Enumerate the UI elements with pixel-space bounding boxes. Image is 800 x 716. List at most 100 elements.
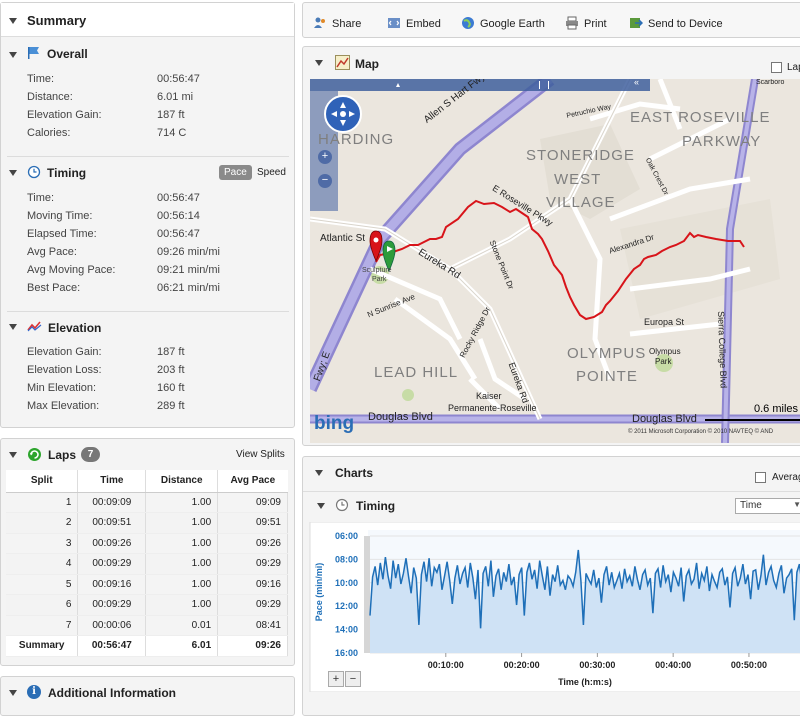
send-to-device-button[interactable]: Send to Device — [629, 15, 723, 33]
col-avg-pace[interactable]: Avg Pace — [217, 470, 288, 493]
map-collapse-icon[interactable] — [315, 60, 323, 66]
elevation-collapse-icon[interactable] — [9, 324, 17, 330]
avg-pace-cell: 09:09 — [217, 492, 288, 513]
map-top-bar — [310, 79, 650, 91]
y-tick-label: 16:00 — [335, 648, 358, 658]
map-road-label: Permanente-Roseville — [448, 403, 537, 413]
speed-toggle[interactable]: Speed — [257, 167, 286, 178]
map-zoom-out-icon[interactable]: − — [318, 174, 332, 188]
lead-hill-park-area — [402, 389, 414, 401]
laps-collapse-icon[interactable] — [9, 452, 17, 458]
map-label: LEAD HILL — [374, 364, 459, 381]
y-axis-label: Pace (min/mi) — [314, 563, 324, 622]
chart-zoom-in-button[interactable]: + — [328, 671, 344, 687]
google-earth-button[interactable]: Google Earth — [461, 15, 545, 33]
x-axis-label: Time (h:m:s) — [558, 677, 612, 687]
embed-button[interactable]: Embed — [387, 15, 441, 33]
map-collapse-nav-icon[interactable]: « — [634, 79, 640, 87]
additional-collapse-icon[interactable] — [9, 690, 17, 696]
laps-row[interactable]: 7 00:00:06 0.01 08:41 — [6, 615, 288, 636]
laps-row[interactable]: 3 00:09:26 1.00 09:26 — [6, 533, 288, 554]
map-road-label: Park — [372, 276, 387, 283]
elevation-row-gain: Elevation Gain: 187 ft — [27, 346, 185, 358]
start-pin-icon[interactable] — [369, 230, 383, 263]
laps-row[interactable]: 4 00:09:29 1.00 09:29 — [6, 553, 288, 575]
additional-info-panel[interactable]: i Additional Information — [0, 676, 295, 716]
charts-title: Charts — [335, 466, 374, 480]
timing-row-avg-pace: Avg Pace: 09:26 min/mi — [27, 246, 220, 258]
summary-panel: Summary Overall Time: 00:56:47 Distance: 6… — [0, 2, 295, 428]
map-zoom-in-icon[interactable]: + — [318, 150, 332, 164]
laps-row[interactable]: 6 00:09:29 1.00 09:29 — [6, 594, 288, 616]
laps-row[interactable]: 1 00:09:09 1.00 09:09 — [6, 492, 288, 513]
split-cell: 7 — [6, 615, 79, 636]
summary-pace-cell: 09:26 — [217, 635, 288, 657]
timing-row-elapsed-time: Elapsed Time: 00:56:47 — [27, 228, 200, 240]
charts-collapse-icon[interactable] — [315, 470, 323, 476]
distance-cell: 1.00 — [145, 594, 219, 616]
zoom-in-icon: + — [332, 673, 340, 685]
laps-row[interactable]: 5 00:09:16 1.00 09:16 — [6, 574, 288, 595]
y-tick-label: 10:00 — [335, 578, 358, 588]
finish-pin-icon[interactable] — [382, 240, 396, 273]
laps-count-badge: 7 — [81, 447, 100, 462]
collapse-arrow-icon[interactable] — [9, 18, 17, 24]
map-title: Map — [355, 57, 379, 71]
timing-row-best-pace: Best Pace: 06:21 min/mi — [27, 282, 220, 294]
lap-checkbox[interactable] — [771, 62, 782, 73]
overall-row-distance: Distance: 6.01 mi — [27, 91, 194, 103]
divider — [303, 491, 800, 492]
globe-icon — [461, 16, 475, 33]
overall-collapse-icon[interactable] — [9, 52, 17, 58]
scroll-strip[interactable] — [364, 536, 370, 653]
y-tick-label: 06:00 — [335, 531, 358, 541]
olympus-park-area — [655, 354, 673, 372]
timing-collapse-icon[interactable] — [9, 170, 17, 176]
toolbar: Share Embed Google Earth Print Send to D… — [302, 2, 800, 38]
pace-line — [369, 549, 800, 629]
map-road-label: Kaiser — [476, 391, 502, 401]
elevation-row-min: Min Elevation: 160 ft — [27, 382, 185, 394]
timing-chart-title: Timing — [356, 499, 396, 513]
overall-title: Overall — [47, 47, 88, 61]
elevation-row-max: Max Elevation: 289 ft — [27, 400, 185, 412]
x-axis-select[interactable]: Time ▼ — [735, 498, 800, 514]
avg-pace-cell: 09:29 — [217, 594, 288, 616]
clock-icon — [27, 165, 41, 179]
map-canvas[interactable]: HARDING EAST ROSEVILLE PARKWAY STONERIDG… — [310, 79, 800, 443]
avg-pace-cell: 09:26 — [217, 533, 288, 554]
average-checkbox-label: Average — [772, 472, 800, 483]
col-split[interactable]: Split — [6, 470, 79, 493]
pace-toggle[interactable]: Pace — [219, 165, 252, 180]
share-button[interactable]: Share — [313, 15, 361, 33]
map-road-label: Scarboro — [756, 79, 785, 86]
avg-pace-cell: 09:29 — [217, 553, 288, 575]
timing-chart-collapse-icon[interactable] — [317, 503, 325, 509]
x-tick-label: 00:50:00 — [731, 660, 767, 670]
laps-row[interactable]: 2 00:09:51 1.00 09:51 — [6, 512, 288, 534]
col-time[interactable]: Time — [77, 470, 147, 493]
print-button[interactable]: Print — [565, 15, 607, 33]
flag-icon — [27, 46, 41, 60]
laps-summary-row: Summary 00:56:47 6.01 09:26 — [6, 635, 288, 657]
y-tick-label: 12:00 — [335, 601, 358, 611]
bing-logo: bing — [314, 413, 355, 434]
avg-pace-cell: 08:41 — [217, 615, 288, 636]
y-tick-label: 08:00 — [335, 554, 358, 564]
x-axis-select-value: Time — [740, 500, 762, 511]
chart-zoom-out-button[interactable]: − — [345, 671, 361, 687]
additional-info-title: Additional Information — [48, 686, 176, 700]
time-cell: 00:09:51 — [77, 512, 147, 534]
summary-header[interactable]: Summary — [1, 3, 294, 37]
printer-icon — [565, 16, 579, 33]
overall-row-calories: Calories: 714 C — [27, 127, 187, 139]
col-distance[interactable]: Distance — [145, 470, 219, 493]
view-splits-link[interactable]: View Splits — [236, 449, 285, 460]
timing-row-moving-time: Moving Time: 00:56:14 — [27, 210, 200, 222]
map-label: HARDING — [318, 131, 395, 148]
split-cell: 4 — [6, 553, 79, 575]
map-pan-control[interactable] — [324, 95, 362, 133]
average-checkbox[interactable] — [755, 472, 766, 483]
timing-row-avg-moving-pace: Avg Moving Pace: 09:21 min/mi — [27, 264, 220, 276]
